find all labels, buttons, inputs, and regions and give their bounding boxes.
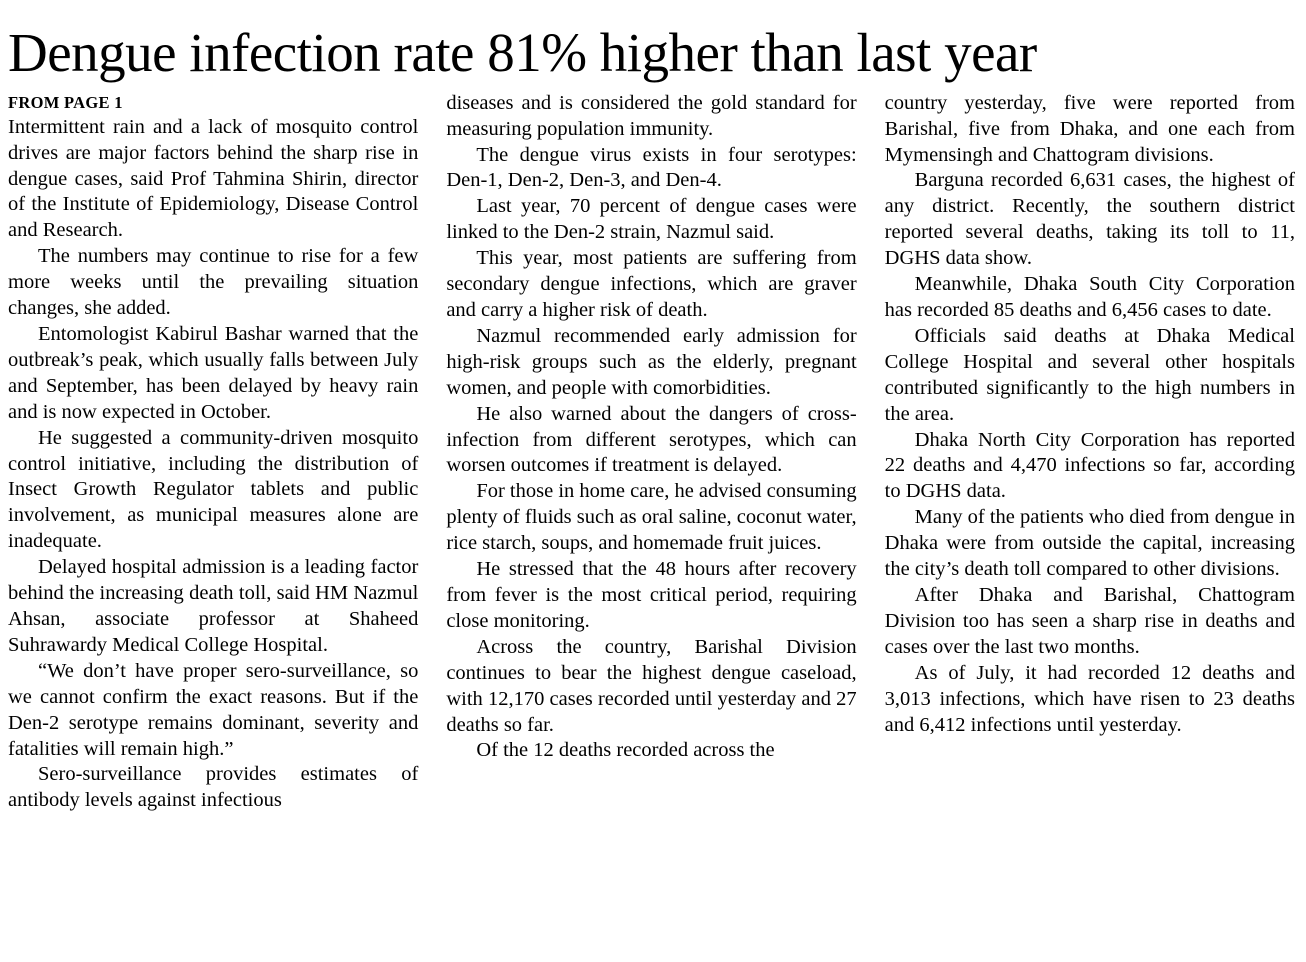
paragraph: As of July, it had recorded 12 deaths an… xyxy=(884,661,1295,736)
article-column-2: diseases and is considered the gold stan… xyxy=(446,91,856,814)
paragraph: Of the 12 deaths recorded across the xyxy=(476,739,775,762)
article-columns: FROM PAGE 1 Intermittent rain and a lack … xyxy=(8,91,1295,814)
paragraph: He also warned about the dangers of cros… xyxy=(446,402,857,477)
from-page-kicker: FROM PAGE 1 xyxy=(8,92,123,112)
paragraph: Entomologist Kabirul Bashar warned that … xyxy=(8,323,419,423)
paragraph: diseases and is considered the gold stan… xyxy=(446,91,857,140)
paragraph: This year, most patients are suffering f… xyxy=(446,247,857,321)
newspaper-page: Dengue infection rate 81% higher than la… xyxy=(8,22,1295,814)
paragraph: Many of the patients who died from dengu… xyxy=(884,506,1295,581)
paragraph: He suggested a community-driven mosquito… xyxy=(8,426,419,553)
paragraph: Delayed hospital admission is a leading … xyxy=(8,556,419,656)
paragraph: The numbers may continue to rise for a f… xyxy=(8,245,419,320)
paragraph: Dhaka North City Corporation has reporte… xyxy=(884,428,1295,503)
paragraph: The dengue virus exists in four serotype… xyxy=(446,143,857,192)
paragraph: Last year, 70 percent of dengue cases we… xyxy=(446,195,857,244)
paragraph: Nazmul recommended early admission for h… xyxy=(446,324,857,399)
paragraph: Intermittent rain and a lack of mosquito… xyxy=(8,115,419,242)
paragraph: For those in home care, he advised consu… xyxy=(446,480,857,555)
article-column-1: FROM PAGE 1 Intermittent rain and a lack … xyxy=(8,91,418,814)
article-headline: Dengue infection rate 81% higher than la… xyxy=(8,22,1037,83)
paragraph: Meanwhile, Dhaka South City Corporation … xyxy=(884,273,1295,321)
paragraph: Officials said deaths at Dhaka Medical C… xyxy=(884,324,1295,425)
paragraph: After Dhaka and Barishal, Chattogram Div… xyxy=(884,583,1295,658)
paragraph: Across the country, Barishal Division co… xyxy=(446,635,857,736)
paragraph: Barguna recorded 6,631 cases, the highes… xyxy=(884,169,1295,270)
paragraph: Sero-surveillance provides estimates of … xyxy=(8,763,419,812)
article-column-3: country yesterday, five were reported fr… xyxy=(885,91,1295,814)
paragraph: country yesterday, five were reported fr… xyxy=(884,91,1295,166)
paragraph: He stressed that the 48 hours after reco… xyxy=(446,558,857,632)
paragraph: “We don’t have proper sero-surveillance,… xyxy=(8,659,419,760)
